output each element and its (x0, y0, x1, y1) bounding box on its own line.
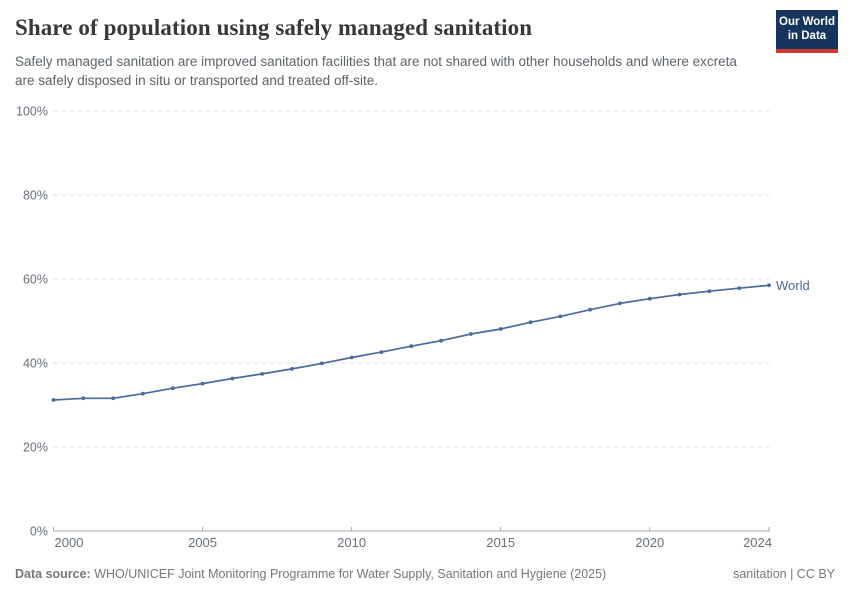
data-source-text: WHO/UNICEF Joint Monitoring Programme fo… (90, 567, 607, 581)
chart-subtitle: Safely managed sanitation are improved s… (15, 54, 737, 88)
y-tick-label: 0% (30, 525, 48, 539)
data-point[interactable] (737, 286, 742, 291)
data-point[interactable] (409, 344, 414, 349)
data-point[interactable] (618, 301, 622, 306)
y-tick-label: 100% (16, 105, 48, 119)
owid-logo-line2: in Data (787, 30, 827, 43)
data-point[interactable] (349, 355, 354, 360)
data-point[interactable] (260, 372, 265, 376)
owid-logo-line1: Our World (779, 16, 836, 28)
x-tick-label: 2015 (486, 535, 515, 550)
chart-footer: Data source: WHO/UNICEF Joint Monitoring… (15, 567, 835, 581)
data-point[interactable] (230, 376, 235, 381)
x-tick-label: 2024 (743, 535, 772, 550)
page-title: Share of population using safely managed… (15, 15, 533, 40)
license-link[interactable]: sanitation | CC BY (733, 567, 835, 581)
data-point[interactable] (51, 398, 56, 402)
x-tick-label: 2000 (55, 535, 84, 550)
x-tick-label: 2020 (635, 535, 664, 550)
owid-logo[interactable]: Our World in Data (776, 10, 838, 53)
data-point[interactable] (707, 289, 712, 294)
data-point[interactable] (588, 307, 592, 312)
series-end-label[interactable]: World (776, 278, 810, 293)
data-point[interactable] (498, 327, 503, 331)
data-point[interactable] (290, 367, 294, 371)
data-point[interactable] (439, 338, 443, 343)
data-point[interactable] (141, 391, 145, 396)
data-source-note: Data source: WHO/UNICEF Joint Monitoring… (15, 567, 606, 581)
series-line[interactable] (52, 284, 770, 401)
data-point[interactable] (469, 332, 473, 336)
y-tick-label: 20% (23, 441, 48, 455)
x-tick-label: 2010 (337, 535, 366, 550)
data-point[interactable] (170, 386, 175, 391)
data-source-label: Data source: (15, 567, 91, 581)
data-point[interactable] (528, 320, 533, 325)
data-point[interactable] (81, 396, 86, 401)
y-tick-label: 40% (23, 357, 48, 371)
data-point[interactable] (767, 283, 771, 288)
data-point[interactable] (111, 396, 115, 401)
y-tick-label: 80% (23, 189, 48, 203)
x-tick-label: 2005 (188, 535, 217, 550)
data-point[interactable] (319, 361, 324, 366)
data-point[interactable] (558, 314, 563, 319)
data-point[interactable] (647, 296, 652, 301)
data-point[interactable] (200, 381, 205, 386)
data-point[interactable] (677, 292, 682, 297)
y-tick-label: 60% (23, 273, 48, 287)
data-point[interactable] (379, 350, 384, 354)
